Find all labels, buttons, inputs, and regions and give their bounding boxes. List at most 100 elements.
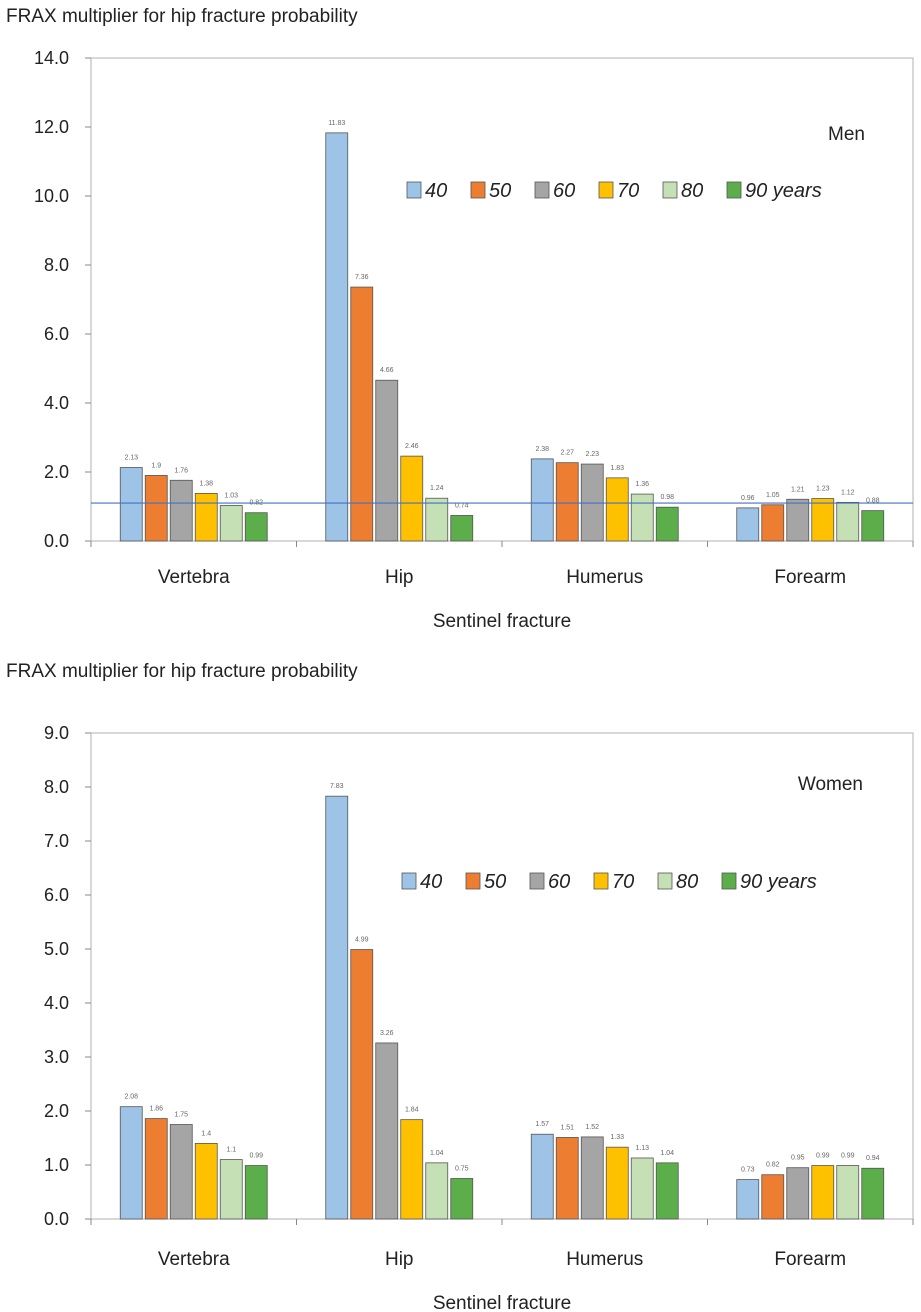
y-tick-label: 8.0 xyxy=(44,777,69,797)
legend-entry: 40 xyxy=(420,871,442,893)
bar xyxy=(169,1124,193,1220)
legend-swatch xyxy=(534,181,550,199)
category-label: Hip xyxy=(385,567,414,588)
y-tick-label: 4.0 xyxy=(44,393,69,413)
data-label: 0.99 xyxy=(816,1153,830,1160)
legend-entry: 50 xyxy=(484,871,506,893)
y-tick-label: 5.0 xyxy=(44,939,69,959)
bar xyxy=(350,286,374,542)
panel-label: Men xyxy=(828,124,865,145)
y-tick-label: 2.0 xyxy=(44,1101,69,1121)
bar xyxy=(350,949,374,1220)
legend-entry: 40 xyxy=(425,180,447,202)
bar xyxy=(580,1136,604,1220)
bar xyxy=(736,507,760,542)
legend-entry: 60 xyxy=(548,871,570,893)
data-label: 7.36 xyxy=(355,274,369,281)
bar xyxy=(144,1118,168,1220)
plot-area xyxy=(90,57,914,542)
y-tick-label: 7.0 xyxy=(44,831,69,851)
bar xyxy=(605,477,629,542)
data-label: 0.75 xyxy=(455,1166,469,1173)
bar xyxy=(555,1137,579,1220)
legend-entry: 90 years xyxy=(740,871,817,893)
data-label: 7.83 xyxy=(330,783,344,790)
bar xyxy=(836,1165,860,1220)
data-label: 1.9 xyxy=(151,462,161,469)
data-label: 1.1 xyxy=(226,1147,236,1154)
category-label: Forearm xyxy=(774,567,846,588)
data-label: 1.38 xyxy=(199,480,213,487)
bar xyxy=(786,1167,810,1220)
men-panel: FRAX multiplier for hip fracture probabi… xyxy=(0,0,921,650)
data-label: 0.99 xyxy=(841,1153,855,1160)
bar xyxy=(786,498,810,542)
y-tick-label: 10.0 xyxy=(34,186,69,206)
data-label: 1.36 xyxy=(635,481,649,488)
legend-swatch xyxy=(593,872,609,890)
bar xyxy=(219,1159,243,1220)
legend-swatch xyxy=(726,181,742,199)
chart-title: FRAX multiplier for hip fracture probabi… xyxy=(6,6,358,27)
men-chart: 0.0 2.0 4.0 6.0 8.0 10.0 12.0 14.0 2.13 1.9 1.76 1.… xyxy=(34,48,914,632)
bar xyxy=(119,467,143,542)
data-label: 1.12 xyxy=(841,489,855,496)
data-label: 1.76 xyxy=(174,467,188,474)
bar xyxy=(836,501,860,542)
data-label: 1.57 xyxy=(535,1121,549,1128)
data-label: 4.99 xyxy=(355,937,369,944)
category-label: Forearm xyxy=(774,1249,846,1270)
bar xyxy=(219,505,243,542)
data-label: 1.75 xyxy=(174,1112,188,1119)
legend-swatch xyxy=(529,872,545,890)
bar xyxy=(194,492,218,542)
data-label: 0.94 xyxy=(866,1155,880,1162)
data-label: 0.99 xyxy=(249,1153,263,1160)
legend-swatch xyxy=(406,181,422,199)
data-label: 1.21 xyxy=(791,486,805,493)
data-label: 1.04 xyxy=(430,1150,444,1157)
bar xyxy=(555,462,579,542)
bar xyxy=(630,1157,654,1220)
legend-swatch xyxy=(465,872,481,890)
legend: 40 50 60 70 80 90 years xyxy=(401,871,817,893)
legend-swatch xyxy=(470,181,486,199)
data-label: 1.52 xyxy=(585,1124,599,1131)
y-tick-label: 6.0 xyxy=(44,324,69,344)
bar xyxy=(655,1162,679,1220)
bar xyxy=(425,497,449,542)
data-label: 0.96 xyxy=(741,495,755,502)
legend-entry: 50 xyxy=(489,180,511,202)
category-label: Vertebra xyxy=(158,1249,230,1270)
legend-swatch xyxy=(401,872,417,890)
y-tick-label: 14.0 xyxy=(34,48,69,68)
bar xyxy=(325,795,349,1220)
women-chart: 0.0 1.0 2.0 3.0 4.0 5.0 6.0 7.0 8.0 9.0 2.08 1.86 1.… xyxy=(44,723,914,1312)
data-label: 1.05 xyxy=(766,492,780,499)
y-tick-label: 4.0 xyxy=(44,993,69,1013)
bar xyxy=(244,512,268,542)
bar xyxy=(325,132,349,542)
bar xyxy=(119,1106,143,1220)
y-tick-label: 12.0 xyxy=(34,117,69,137)
bar xyxy=(144,475,168,542)
legend-swatch xyxy=(721,872,737,890)
panel-label: Women xyxy=(798,774,863,795)
legend-entry: 90 years xyxy=(745,180,822,202)
data-label: 1.84 xyxy=(405,1107,419,1114)
bar xyxy=(761,504,785,542)
y-tick-label: 9.0 xyxy=(44,723,69,743)
bar xyxy=(450,1178,474,1220)
y-tick-label: 6.0 xyxy=(44,885,69,905)
bar xyxy=(400,1119,424,1220)
bar xyxy=(375,1042,399,1220)
data-label: 1.33 xyxy=(610,1134,624,1141)
bar xyxy=(736,1179,760,1220)
data-label: 0.82 xyxy=(766,1162,780,1169)
data-label: 2.38 xyxy=(535,446,549,453)
bar xyxy=(450,515,474,542)
data-label: 0.95 xyxy=(791,1155,805,1162)
women-panel: FRAX multiplier for hip fracture probabi… xyxy=(0,655,921,1312)
bar xyxy=(655,506,679,542)
bar xyxy=(861,510,885,542)
